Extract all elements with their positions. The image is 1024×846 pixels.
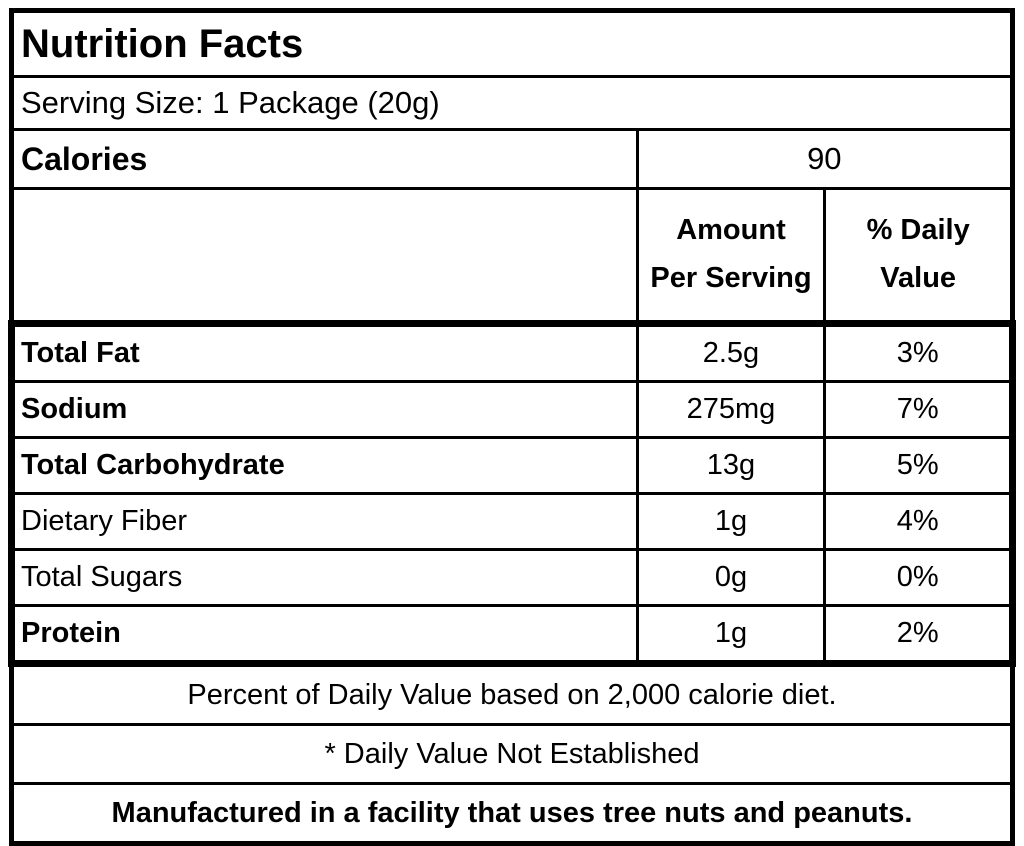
amount-per-serving-header: Amount Per Serving	[635, 187, 827, 325]
nutrient-name: Total Carbohydrate	[8, 436, 639, 495]
nutrient-daily-value: 0%	[823, 548, 1016, 607]
empty-header-cell	[10, 187, 639, 325]
title-row: Nutrition Facts	[10, 9, 1014, 78]
nutrient-daily-value: 5%	[823, 436, 1016, 495]
nutrient-amount: 13g	[635, 436, 827, 495]
nutrient-row-dietary-fiber: Dietary Fiber 1g 4%	[8, 492, 1016, 551]
nutrition-facts-table: Nutrition Facts Serving Size: 1 Package …	[8, 8, 1016, 846]
serving-size-text: Serving Size: 1 Package (20g)	[10, 75, 1014, 131]
footnote-row-daily-value-basis: Percent of Daily Value based on 2,000 ca…	[10, 662, 1014, 726]
calories-label: Calories	[10, 128, 639, 190]
nutrient-amount: 2.5g	[635, 320, 827, 383]
nutrient-name: Total Sugars	[8, 548, 639, 607]
nutrient-name: Dietary Fiber	[8, 492, 639, 551]
column-header-row: Amount Per Serving % Daily Value	[10, 187, 1014, 325]
nutrient-name: Protein	[8, 604, 639, 667]
footnote-row-not-established: * Daily Value Not Established	[10, 723, 1014, 785]
nutrient-row-total-carbohydrate: Total Carbohydrate 13g 5%	[8, 436, 1016, 495]
nutrient-amount: 275mg	[635, 380, 827, 439]
amount-header-line2: Per Serving	[650, 262, 812, 294]
nutrient-amount: 1g	[635, 492, 827, 551]
nutrient-name: Total Fat	[8, 320, 639, 383]
nutrient-daily-value: 2%	[823, 604, 1016, 667]
percent-daily-value-header: % Daily Value	[823, 187, 1014, 325]
allergen-statement-row: Manufactured in a facility that uses tre…	[10, 782, 1014, 845]
footnote-daily-value-basis: Percent of Daily Value based on 2,000 ca…	[10, 662, 1014, 726]
nutrient-name: Sodium	[8, 380, 639, 439]
amount-header-line1: Amount	[676, 214, 786, 247]
nutrient-amount: 1g	[635, 604, 827, 667]
daily-value-header-line2: Value	[880, 262, 957, 294]
label-title: Nutrition Facts	[10, 9, 1014, 78]
nutrient-row-total-sugars: Total Sugars 0g 0%	[8, 548, 1016, 607]
nutrient-amount: 0g	[635, 548, 827, 607]
nutrient-row-sodium: Sodium 275mg 7%	[8, 380, 1016, 439]
calories-row: Calories 90	[10, 128, 1015, 190]
serving-size-row: Serving Size: 1 Package (20g)	[10, 75, 1014, 131]
footnote-not-established: * Daily Value Not Established	[10, 723, 1014, 785]
nutrient-daily-value: 3%	[823, 320, 1016, 383]
nutrition-label: Nutrition Facts Serving Size: 1 Package …	[8, 8, 1016, 846]
nutrient-daily-value: 7%	[823, 380, 1016, 439]
daily-value-header-line1: % Daily	[866, 214, 970, 247]
calories-value: 90	[635, 128, 1015, 190]
allergen-statement: Manufactured in a facility that uses tre…	[10, 782, 1014, 845]
nutrient-daily-value: 4%	[823, 492, 1016, 551]
nutrient-row-protein: Protein 1g 2%	[8, 604, 1016, 667]
nutrient-row-total-fat: Total Fat 2.5g 3%	[8, 320, 1016, 383]
